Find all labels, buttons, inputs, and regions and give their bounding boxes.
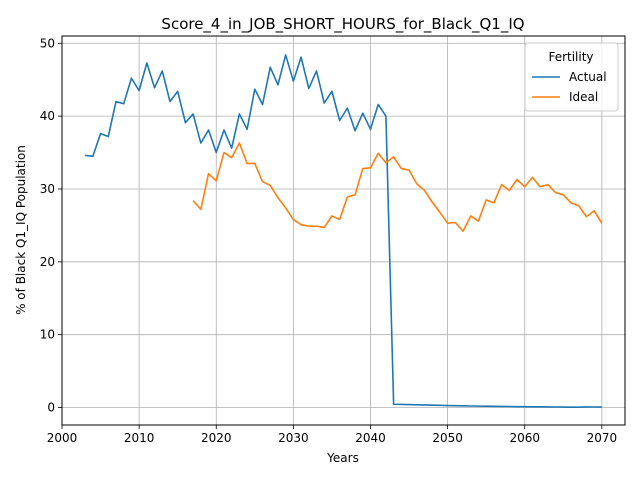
x-tick-label: 2020 — [201, 431, 232, 445]
y-tick-label: 40 — [40, 109, 55, 123]
x-tick-label: 2040 — [355, 431, 386, 445]
x-tick-label: 2010 — [124, 431, 155, 445]
y-tick-label: 30 — [40, 182, 55, 196]
chart-title: Score_4_in_JOB_SHORT_HOURS_for_Black_Q1_… — [161, 15, 524, 34]
x-axis-ticks: 2000 2010 2020 2030 2040 2050 2060 2070 — [47, 425, 617, 445]
y-tick-label: 0 — [47, 401, 55, 415]
x-tick-label: 2030 — [278, 431, 309, 445]
legend-label-actual: Actual — [569, 70, 607, 84]
legend: Fertility Actual Ideal — [524, 42, 619, 112]
plot-frame — [61, 35, 626, 426]
series-lines — [85, 54, 603, 408]
series-line-ideal — [192, 142, 603, 233]
y-tick-label: 20 — [40, 255, 55, 269]
y-tick-label: 10 — [40, 328, 55, 342]
x-tick-label: 2050 — [432, 431, 463, 445]
x-tick-label: 2060 — [509, 431, 540, 445]
legend-title: Fertility — [548, 50, 593, 64]
legend-box — [524, 42, 619, 112]
series-line-actual — [85, 54, 602, 408]
x-tick-label: 2000 — [47, 431, 78, 445]
x-axis-label: Years — [326, 451, 359, 465]
legend-label-ideal: Ideal — [569, 90, 598, 104]
y-tick-label: 50 — [40, 36, 55, 50]
y-axis-ticks: 0 10 20 30 40 50 — [40, 36, 62, 415]
x-tick-label: 2070 — [587, 431, 618, 445]
y-axis-label: % of Black Q1_IQ Population — [14, 145, 28, 315]
